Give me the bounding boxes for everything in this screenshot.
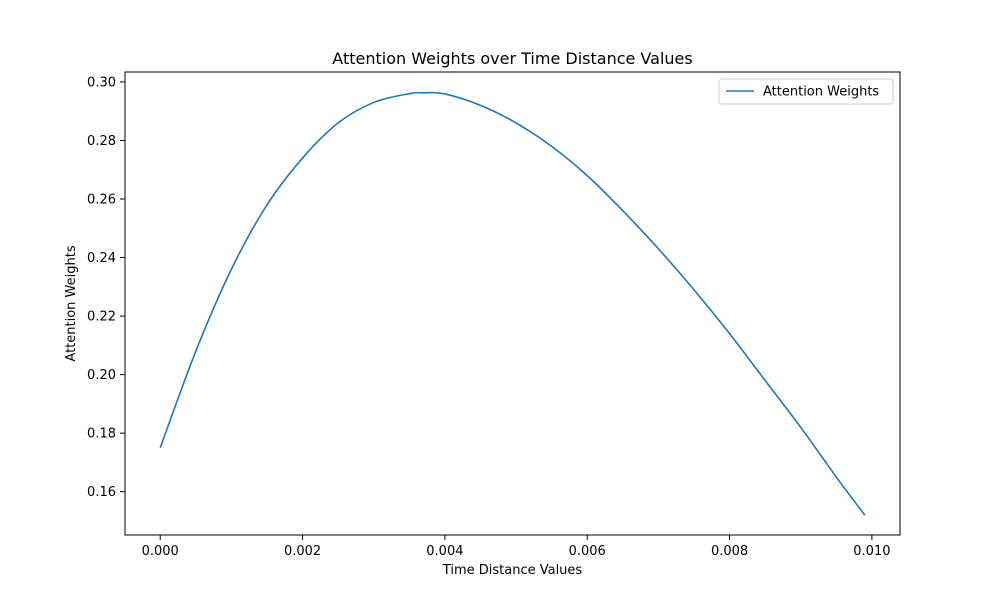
y-tick-label: 0.18 bbox=[87, 427, 116, 442]
x-tick-label: 0.006 bbox=[569, 544, 606, 559]
x-axis-label: Time Distance Values bbox=[442, 563, 583, 578]
y-tick-label: 0.16 bbox=[87, 485, 116, 500]
y-tick-label: 0.24 bbox=[87, 251, 116, 266]
x-tick-label: 0.010 bbox=[853, 544, 890, 559]
series-line-attention-weights bbox=[159, 91, 866, 516]
y-axis-ticks: 0.16 0.18 0.20 0.22 0.24 0.26 0.28 0.30 bbox=[87, 75, 125, 500]
chart-title: Attention Weights over Time Distance Val… bbox=[332, 49, 692, 68]
y-tick-label: 0.20 bbox=[87, 368, 116, 383]
x-axis-ticks: 0.000 0.002 0.004 0.006 0.008 0.010 bbox=[142, 535, 890, 559]
x-tick-label: 0.008 bbox=[711, 544, 748, 559]
x-tick-label: 0.002 bbox=[284, 544, 321, 559]
y-axis-label: Attention Weights bbox=[64, 245, 79, 361]
legend-label: Attention Weights bbox=[763, 85, 879, 100]
x-tick-label: 0.004 bbox=[426, 544, 463, 559]
legend: Attention Weights bbox=[718, 78, 894, 105]
legend-box bbox=[718, 78, 894, 105]
y-tick-label: 0.30 bbox=[87, 75, 116, 90]
y-tick-label: 0.22 bbox=[87, 310, 116, 325]
y-tick-label: 0.26 bbox=[87, 193, 116, 208]
axes-frame bbox=[124, 71, 901, 536]
x-tick-label: 0.000 bbox=[142, 544, 179, 559]
y-tick-label: 0.28 bbox=[87, 134, 116, 149]
